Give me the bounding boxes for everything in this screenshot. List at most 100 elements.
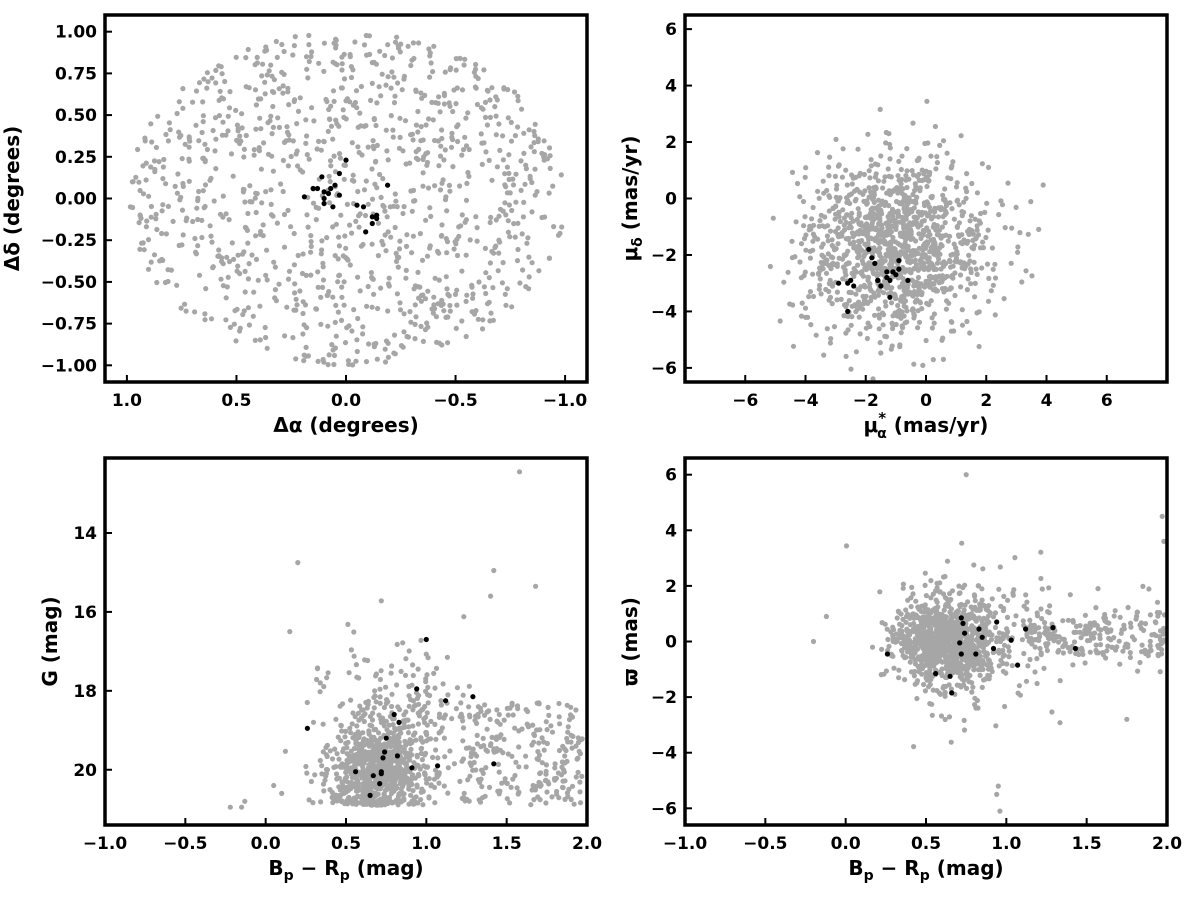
field-star-point xyxy=(420,156,426,163)
field-star-point xyxy=(348,74,355,81)
field-star-point xyxy=(907,659,913,665)
field-star-point xyxy=(409,776,415,782)
field-star-point xyxy=(409,57,415,63)
field-star-point xyxy=(396,246,403,252)
field-star-point xyxy=(225,113,231,119)
field-star-point xyxy=(1135,668,1141,674)
field-star-point xyxy=(433,100,439,106)
field-star-point xyxy=(148,214,154,220)
field-star-point xyxy=(208,316,215,322)
field-star-point xyxy=(467,714,473,720)
field-star-point xyxy=(416,701,422,707)
field-star-point xyxy=(327,200,333,206)
field-star-point xyxy=(304,66,310,72)
field-star-point xyxy=(290,138,296,144)
field-star-point xyxy=(444,286,450,292)
field-star-point xyxy=(835,241,841,247)
field-star-point xyxy=(282,748,288,754)
field-star-point xyxy=(823,270,830,276)
field-star-point xyxy=(515,246,521,253)
field-star-point xyxy=(374,356,380,362)
field-star-point xyxy=(322,777,328,783)
field-star-point xyxy=(213,166,219,172)
field-star-point xyxy=(487,219,493,226)
field-star-point xyxy=(500,260,506,266)
field-star-point xyxy=(889,343,895,349)
field-star-point xyxy=(946,300,952,306)
field-star-point xyxy=(211,198,217,204)
field-star-point xyxy=(383,718,389,724)
field-star-point xyxy=(353,801,359,807)
field-star-point xyxy=(473,214,479,220)
member-point xyxy=(304,725,310,731)
field-star-point xyxy=(988,636,995,643)
field-star-point xyxy=(259,73,265,79)
field-star-point xyxy=(954,180,960,186)
field-star-point xyxy=(519,106,525,112)
field-star-point xyxy=(843,330,849,336)
field-star-point xyxy=(410,723,416,729)
field-star-point xyxy=(351,178,357,184)
field-star-point xyxy=(428,60,434,66)
field-star-point xyxy=(269,131,275,137)
field-star-point xyxy=(357,703,363,709)
field-star-point xyxy=(482,99,489,105)
field-star-point xyxy=(369,166,375,172)
field-star-point xyxy=(816,223,822,229)
field-star-point xyxy=(441,90,447,96)
field-star-point xyxy=(877,288,883,294)
field-star-point xyxy=(869,221,875,227)
field-star-point xyxy=(231,321,237,327)
field-star-point xyxy=(878,672,884,678)
field-star-point xyxy=(341,114,347,120)
field-star-point xyxy=(201,205,207,211)
field-star-point xyxy=(868,157,874,163)
field-star-point xyxy=(425,288,431,294)
member-point xyxy=(336,170,342,177)
field-star-point xyxy=(876,315,883,321)
field-star-point xyxy=(939,659,945,665)
member-point xyxy=(872,260,878,266)
position-members xyxy=(301,157,391,235)
field-star-point xyxy=(906,176,912,182)
field-star-point xyxy=(282,333,288,339)
field-star-point xyxy=(318,147,324,153)
field-star-point xyxy=(507,800,513,806)
field-star-point xyxy=(334,751,340,757)
field-star-point xyxy=(887,156,893,162)
field-star-point xyxy=(827,228,834,234)
field-star-point xyxy=(503,302,509,308)
field-star-point xyxy=(884,285,890,291)
field-star-point xyxy=(520,214,527,220)
field-star-point xyxy=(475,704,481,710)
field-star-point xyxy=(474,101,480,108)
field-star-point xyxy=(1001,296,1007,302)
field-star-point xyxy=(442,147,448,153)
field-star-point xyxy=(349,756,355,762)
field-star-point xyxy=(956,202,962,208)
field-star-point xyxy=(382,208,388,214)
field-star-point xyxy=(318,799,324,805)
field-star-point xyxy=(406,693,412,699)
field-star-point xyxy=(496,213,502,219)
field-star-point xyxy=(408,792,414,798)
field-star-point xyxy=(895,173,901,179)
field-star-point xyxy=(974,227,980,233)
field-star-point xyxy=(488,310,494,316)
field-star-point xyxy=(977,653,984,659)
field-star-point xyxy=(936,280,943,286)
field-star-point xyxy=(826,173,832,179)
field-star-point xyxy=(424,780,430,786)
field-star-point xyxy=(247,183,253,189)
y-tick-label: −0.50 xyxy=(41,273,97,293)
field-star-point xyxy=(867,175,873,181)
field-star-point xyxy=(420,170,426,176)
field-star-point xyxy=(335,279,341,285)
field-star-point xyxy=(453,101,459,107)
field-star-point xyxy=(505,229,511,235)
field-star-point xyxy=(292,34,298,40)
field-star-point xyxy=(972,598,978,604)
field-star-point xyxy=(803,314,809,320)
field-star-point xyxy=(373,61,379,67)
field-star-point xyxy=(559,759,566,765)
